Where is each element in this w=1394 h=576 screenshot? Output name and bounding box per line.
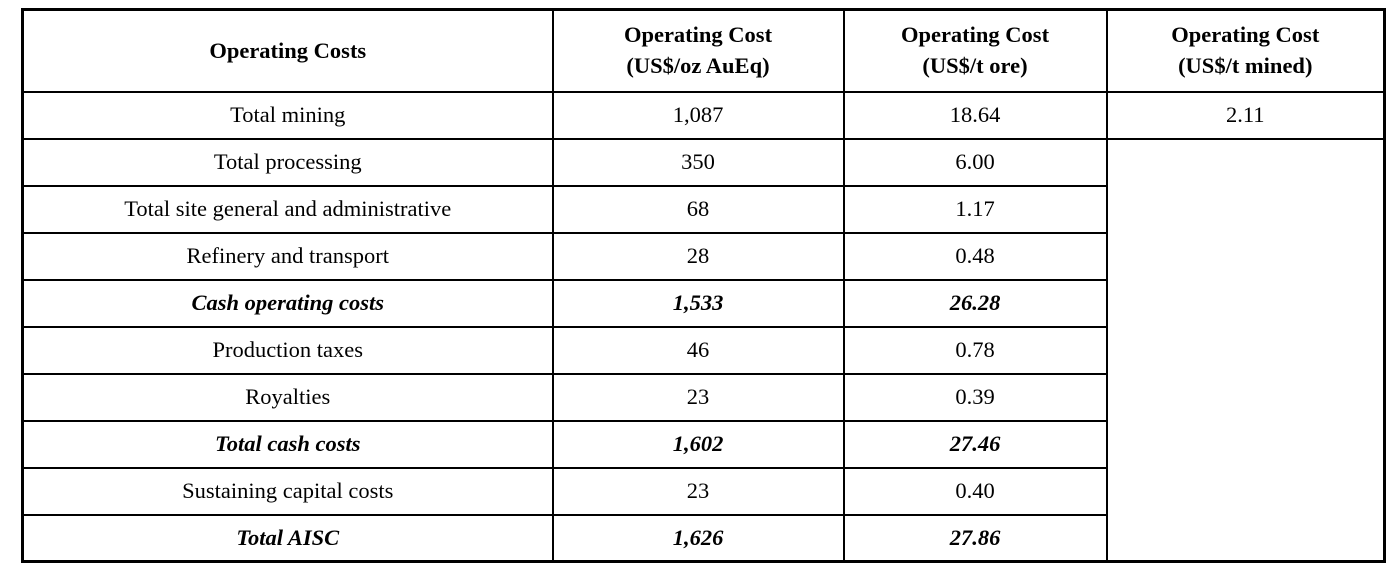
- row-label: Total cash costs: [21, 419, 554, 469]
- operating-costs-table: Operating Costs Operating Cost (US$/oz A…: [21, 8, 1386, 563]
- value-cost-per-oz-aueq: 23: [551, 372, 845, 422]
- row-label: Royalties: [21, 372, 554, 422]
- table-row-sustaining-capital-costs: Sustaining capital costs 23 0.40: [21, 466, 1385, 516]
- value-cost-per-t-ore: 27.86: [842, 513, 1108, 563]
- table-row-royalties: Royalties 23 0.39: [21, 372, 1385, 422]
- column-header-operating-costs: Operating Costs: [21, 8, 554, 93]
- value-cost-per-oz-aueq: 1,533: [551, 278, 845, 328]
- row-label: Total processing: [21, 137, 554, 187]
- value-cost-per-oz-aueq: 46: [551, 325, 845, 375]
- table-row-total-aisc: Total AISC 1,626 27.86: [21, 513, 1385, 563]
- row-label: Total AISC: [21, 513, 554, 563]
- row-label: Refinery and transport: [21, 231, 554, 281]
- table-row-cash-operating-costs: Cash operating costs 1,533 26.28: [21, 278, 1385, 328]
- table-row-total-mining: Total mining 1,087 18.64 2.11: [21, 90, 1386, 140]
- value-cost-per-t-ore: 18.64: [842, 90, 1108, 140]
- merged-empty-cell-cost-per-t-mined: [1105, 137, 1386, 563]
- table-row-refinery-and-transport: Refinery and transport 28 0.48: [21, 231, 1385, 281]
- column-header-cost-per-t-ore: Operating Cost (US$/t ore): [842, 8, 1108, 93]
- value-cost-per-t-mined: 2.11: [1105, 90, 1386, 140]
- table-row-total-site-general-and-administrative: Total site general and administrative 68…: [21, 184, 1385, 234]
- value-cost-per-oz-aueq: 350: [551, 137, 845, 187]
- value-cost-per-t-ore: 6.00: [842, 137, 1108, 187]
- value-cost-per-t-ore: 0.40: [842, 466, 1108, 516]
- value-cost-per-oz-aueq: 1,602: [551, 419, 845, 469]
- row-label: Production taxes: [21, 325, 554, 375]
- operating-costs-table-container: Operating Costs Operating Cost (US$/oz A…: [21, 8, 1386, 563]
- value-cost-per-oz-aueq: 68: [551, 184, 845, 234]
- table-row-production-taxes: Production taxes 46 0.78: [21, 325, 1385, 375]
- value-cost-per-t-ore: 0.78: [842, 325, 1108, 375]
- value-cost-per-t-ore: 27.46: [842, 419, 1108, 469]
- value-cost-per-t-ore: 0.39: [842, 372, 1108, 422]
- table-row-total-processing: Total processing 350 6.00: [21, 137, 1386, 563]
- value-cost-per-t-ore: 26.28: [842, 278, 1108, 328]
- table-header-row: Operating Costs Operating Cost (US$/oz A…: [21, 8, 1386, 93]
- row-label: Total site general and administrative: [21, 184, 554, 234]
- table-row-total-cash-costs: Total cash costs 1,602 27.46: [21, 419, 1385, 469]
- value-cost-per-oz-aueq: 1,087: [551, 90, 845, 140]
- row-label: Total mining: [21, 90, 554, 140]
- value-cost-per-oz-aueq: 28: [551, 231, 845, 281]
- row-label: Cash operating costs: [21, 278, 554, 328]
- value-cost-per-oz-aueq: 1,626: [551, 513, 845, 563]
- column-header-cost-per-t-mined: Operating Cost (US$/t mined): [1105, 8, 1386, 93]
- value-cost-per-t-ore: 0.48: [842, 231, 1108, 281]
- column-header-cost-per-oz-aueq: Operating Cost (US$/oz AuEq): [551, 8, 845, 93]
- row-label: Sustaining capital costs: [21, 466, 554, 516]
- value-cost-per-t-ore: 1.17: [842, 184, 1108, 234]
- value-cost-per-oz-aueq: 23: [551, 466, 845, 516]
